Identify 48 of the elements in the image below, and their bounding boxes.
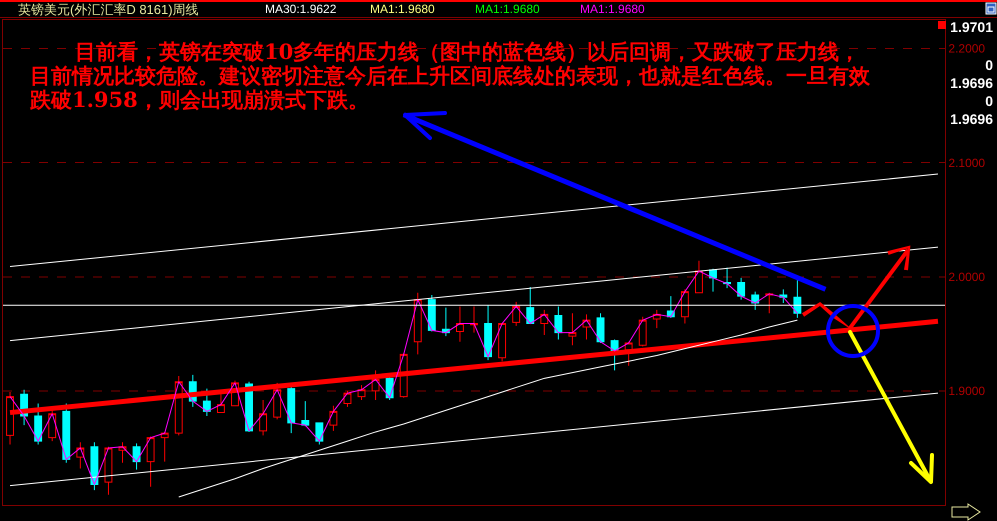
candlestick	[512, 301, 520, 326]
candlestick	[793, 280, 802, 318]
candlestick	[526, 286, 534, 324]
candlestick	[723, 267, 732, 289]
candlestick	[470, 306, 478, 334]
candlestick	[358, 384, 366, 401]
chart-title: 英镑美元(外汇汇率D 8161)周线	[18, 1, 199, 19]
candlestick	[259, 400, 268, 436]
candlestick	[62, 402, 70, 464]
candlestick	[132, 442, 141, 470]
candlestick	[329, 405, 338, 432]
candlestick	[160, 431, 169, 462]
text: MA1:1.9680	[370, 2, 435, 16]
text: MA1:1.9680	[580, 2, 645, 16]
candlestick	[737, 277, 746, 300]
candlestick	[372, 370, 380, 401]
text: MA30:1.9622	[265, 2, 336, 16]
text: 1.9701	[950, 19, 993, 35]
candlestick	[104, 446, 112, 496]
candlestick	[498, 323, 506, 362]
candlestick	[34, 402, 42, 446]
candlestick	[90, 442, 98, 491]
candlestick	[315, 422, 324, 446]
candlestick	[344, 390, 352, 408]
candlestick	[568, 312, 576, 346]
candlestick	[709, 269, 717, 292]
candlestick	[554, 306, 562, 340]
text: 0	[985, 57, 993, 73]
y-tick-label: 2.1000	[948, 156, 986, 170]
text: 1.9696	[950, 75, 993, 91]
line-series	[10, 270, 798, 485]
candlestick	[779, 288, 788, 304]
annotation: 目前看，英镑在突破10多年的压力线（图中的蓝色线）以后回调，又跌破了压力线，目前情况比较危险。建议密切注意今后在上升区间底线处的表现，也就是红色线。一旦有效跌破1.958，则会出现崩溃式下跌。	[30, 39, 871, 112]
candlestick	[146, 436, 155, 488]
candlestick	[596, 312, 604, 344]
y-tick-label: 2.0000	[948, 270, 986, 284]
candlestick	[287, 384, 296, 434]
text: 0	[985, 93, 993, 109]
text: MA1:1.9680	[475, 2, 540, 16]
candlestick	[484, 304, 492, 361]
candlestick	[456, 306, 464, 342]
candlestick	[680, 288, 689, 324]
candlestick	[428, 294, 436, 332]
text: 1.9696	[950, 111, 993, 127]
candlestick	[301, 400, 310, 426]
candlestick	[695, 260, 703, 294]
y-tick-label: 2.2000	[948, 42, 986, 56]
y-tick-label: 1.9000	[948, 384, 986, 398]
